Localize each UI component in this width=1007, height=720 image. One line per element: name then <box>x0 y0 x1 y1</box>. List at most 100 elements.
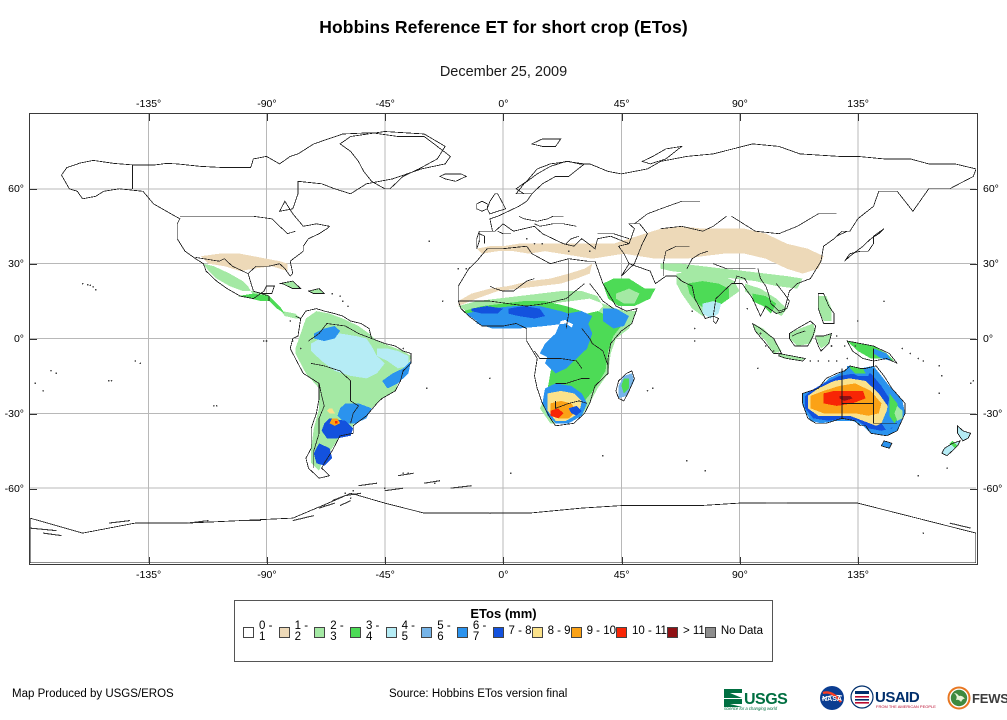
legend-entry: 0 - 1 <box>243 620 279 643</box>
tick-mark <box>385 557 387 564</box>
legend-entry: > 11 <box>666 624 705 640</box>
x-tick-label: -45° <box>375 98 395 110</box>
svg-text:NASA: NASA <box>822 696 842 703</box>
legend-swatch <box>704 626 716 638</box>
page-title: Hobbins Reference ET for short crop (ETo… <box>319 17 688 37</box>
x-tick-label: 90° <box>731 98 748 110</box>
legend-label: 5 - 6 <box>437 619 451 643</box>
tick-mark <box>503 557 505 564</box>
footer-source: Source: Hobbins ETos version final <box>389 688 568 700</box>
tick-mark <box>970 413 977 415</box>
legend-label: 0 - 1 <box>259 619 273 643</box>
tick-mark <box>739 557 741 564</box>
legend-swatch <box>278 626 290 638</box>
x-tick-label: -135° <box>136 98 162 110</box>
y-tick-label: 30° <box>8 258 24 271</box>
legend-swatch <box>531 626 543 638</box>
legend-label: No Data <box>720 625 763 638</box>
tick-mark <box>30 189 37 191</box>
legend-swatch <box>243 626 254 638</box>
tick-mark <box>148 114 150 121</box>
legend-entry: 4 - 5 <box>385 620 422 643</box>
legend-entry: 8 - 9 <box>531 624 571 640</box>
tick-mark <box>739 114 741 121</box>
y-tick-label: 60° <box>8 183 24 196</box>
footer-credit: Map Produced by USGS/EROS <box>12 688 174 700</box>
legend-label: 8 - 9 <box>547 625 571 638</box>
tick-mark <box>30 488 37 490</box>
svg-text:FEWS NET: FEWS NET <box>972 691 1007 706</box>
usaid-logo: USAID FROM THE AMERICAN PEOPLE <box>850 685 942 711</box>
logo-strip: USGS science for a changing world NASA U… <box>722 684 1007 712</box>
x-tick-label: -135° <box>136 569 162 581</box>
svg-text:USGS: USGS <box>744 691 788 708</box>
tick-mark <box>970 264 977 266</box>
svg-text:USAID: USAID <box>875 689 920 706</box>
tick-mark <box>621 557 623 564</box>
fewsnet-logo-mark: FEWS NET <box>947 686 1007 710</box>
x-tick-label: -45° <box>375 569 395 581</box>
tick-mark <box>148 557 150 564</box>
usaid-logo-mark: USAID FROM THE AMERICAN PEOPLE <box>850 685 936 709</box>
x-tick-label: 45° <box>613 569 630 581</box>
tick-mark <box>970 338 977 340</box>
legend-swatch <box>456 626 468 638</box>
x-tick-label: -90° <box>257 569 277 581</box>
legend-swatch <box>385 626 397 638</box>
legend-entry: 7 - 8 <box>492 624 532 640</box>
x-tick-label: 0° <box>498 98 509 110</box>
legend-label: 9 - 10 <box>586 625 616 638</box>
x-tick-label: 90° <box>731 569 748 581</box>
legend-entry: 9 - 10 <box>570 624 616 640</box>
y-tick-label: -30° <box>983 407 1003 420</box>
y-tick-label: 60° <box>983 183 999 196</box>
x-tick-label: 135° <box>847 98 869 110</box>
map-panel[interactable] <box>29 113 978 565</box>
tick-mark <box>266 557 268 564</box>
map-plot-frame[interactable] <box>29 113 978 565</box>
x-tick-label: 135° <box>847 569 869 581</box>
y-tick-label: 0° <box>13 332 24 345</box>
tick-mark <box>30 413 37 415</box>
legend-swatch <box>570 626 582 638</box>
tick-mark <box>621 114 623 121</box>
legend-swatch <box>666 626 678 638</box>
tick-mark <box>503 114 505 121</box>
svg-text:FROM THE AMERICAN PEOPLE: FROM THE AMERICAN PEOPLE <box>876 704 936 709</box>
legend-entry: 6 - 7 <box>456 620 493 643</box>
tick-mark <box>970 488 977 490</box>
x-tick-label: -90° <box>257 98 277 110</box>
legend-swatch <box>349 626 361 638</box>
x-tick-label: 45° <box>613 98 630 110</box>
fewsnet-logo: FEWS NET <box>947 685 1007 711</box>
world-map-raster <box>30 114 976 563</box>
legend-label: 6 - 7 <box>472 619 487 643</box>
legend-label: 1 - 2 <box>294 619 309 643</box>
legend-label: 3 - 4 <box>365 619 380 643</box>
usgs-logo: USGS science for a changing world <box>722 685 814 711</box>
tick-mark <box>385 114 387 121</box>
legend-label: 2 - 3 <box>330 619 344 643</box>
legend-label: 7 - 8 <box>508 625 532 638</box>
legend-label: > 11 <box>682 625 705 638</box>
tick-mark <box>858 114 860 121</box>
tick-mark <box>858 557 860 564</box>
y-tick-label: -60° <box>983 482 1003 495</box>
legend-swatch <box>616 626 627 638</box>
legend-entry: 3 - 4 <box>349 620 386 643</box>
svg-text:science for a changing world: science for a changing world <box>724 706 778 711</box>
legend-entry: 2 - 3 <box>314 620 350 643</box>
legend-swatch <box>492 626 504 638</box>
nasa-logo: NASA <box>819 685 845 711</box>
y-tick-label: 30° <box>983 258 999 271</box>
legend-label: 4 - 5 <box>401 619 416 643</box>
x-tick-label: 0° <box>498 569 509 581</box>
legend-entries: 0 - 1 1 - 2 2 - 3 3 - 4 4 - 5 5 - 6 6 - 7 7 - 8… <box>243 620 763 643</box>
legend-swatch <box>314 626 326 638</box>
legend-swatch <box>421 626 433 638</box>
nasa-logo-mark: NASA <box>820 686 844 710</box>
legend-label: 10 - 11 <box>632 625 667 638</box>
usgs-logo-mark: USGS science for a changing world <box>724 689 789 711</box>
tick-mark <box>30 338 37 340</box>
y-tick-label: -60° <box>4 482 24 495</box>
